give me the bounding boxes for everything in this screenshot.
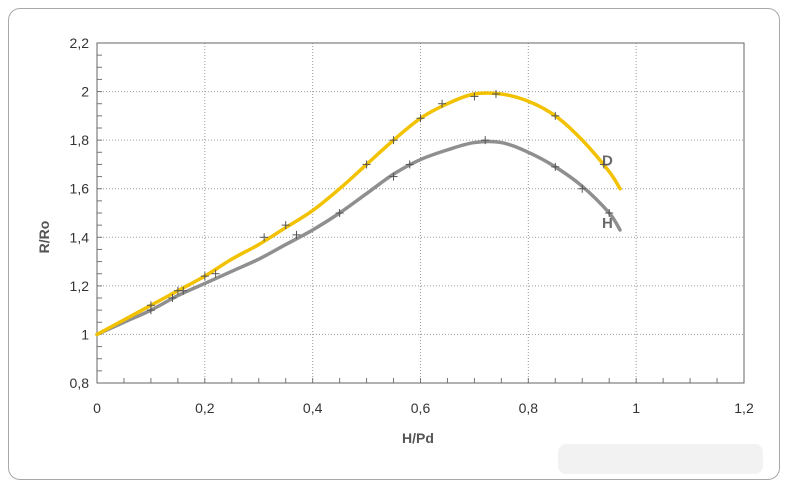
x-tick-label: 0,2 — [195, 400, 215, 416]
x-tick-label: 0 — [93, 400, 101, 416]
data-marker-h — [335, 209, 344, 217]
data-marker-h — [168, 294, 177, 302]
data-marker-d — [260, 233, 269, 242]
data-marker-d — [438, 99, 447, 108]
data-marker-d — [599, 160, 608, 169]
data-marker-h — [481, 136, 490, 145]
data-marker-h — [211, 269, 220, 278]
data-marker-d — [551, 111, 560, 120]
chart-frame — [8, 8, 780, 480]
series-label-h: H — [602, 215, 613, 232]
data-marker-d — [491, 90, 500, 98]
x-tick-label: 1 — [632, 400, 640, 416]
x-tick-label: 0,4 — [303, 400, 323, 416]
data-markers — [146, 90, 614, 315]
y-tick-label: 1,4 — [70, 229, 90, 245]
axes — [96, 42, 745, 384]
y-tick-label: 1,6 — [70, 181, 90, 197]
data-marker-d — [362, 160, 371, 169]
data-marker-d — [416, 114, 425, 123]
data-marker-h — [605, 209, 614, 217]
data-marker-h — [578, 184, 587, 193]
y-tick-label: 0,8 — [70, 375, 90, 391]
data-marker-h — [405, 160, 414, 169]
data-marker-h — [179, 286, 188, 295]
y-axis-title: R/Ro — [36, 221, 52, 254]
series-line-h — [95, 139, 622, 337]
data-marker-d — [281, 221, 290, 230]
y-tick-label: 1,8 — [70, 132, 90, 148]
plot-frame — [96, 42, 745, 384]
data-marker-h — [292, 230, 301, 239]
series-label-d: D — [602, 153, 613, 170]
x-tick-label: 0,8 — [519, 400, 539, 416]
x-tick-label: 1,2 — [734, 400, 754, 416]
grid-lines — [97, 43, 744, 383]
y-tick-label: 1 — [81, 326, 89, 342]
data-marker-h — [389, 172, 398, 181]
tick-labels: 0 0,2 0,4 0,6 0,8 1 1,2 0,8 1 1,2 1,4 1,6 1,8 2 2,2 — [70, 35, 754, 416]
x-tick-label: 0,6 — [411, 400, 431, 416]
x-axis-title: H/Pd — [402, 430, 434, 446]
line-chart: H D 0 0,2 0,4 0,6 0,8 1 1,2 0,8 1 1,2 1,4 1,6 1,8 2 2,2… — [36, 35, 754, 446]
minor-ticks — [96, 42, 745, 384]
y-tick-label: 1,2 — [70, 278, 90, 294]
y-tick-label: 2,2 — [70, 35, 90, 51]
data-marker-h — [146, 306, 155, 315]
data-marker-h — [551, 162, 560, 171]
data-marker-d — [200, 272, 209, 281]
data-marker-d — [389, 136, 398, 145]
data-marker-d — [470, 92, 479, 101]
y-tick-label: 2 — [81, 84, 89, 100]
